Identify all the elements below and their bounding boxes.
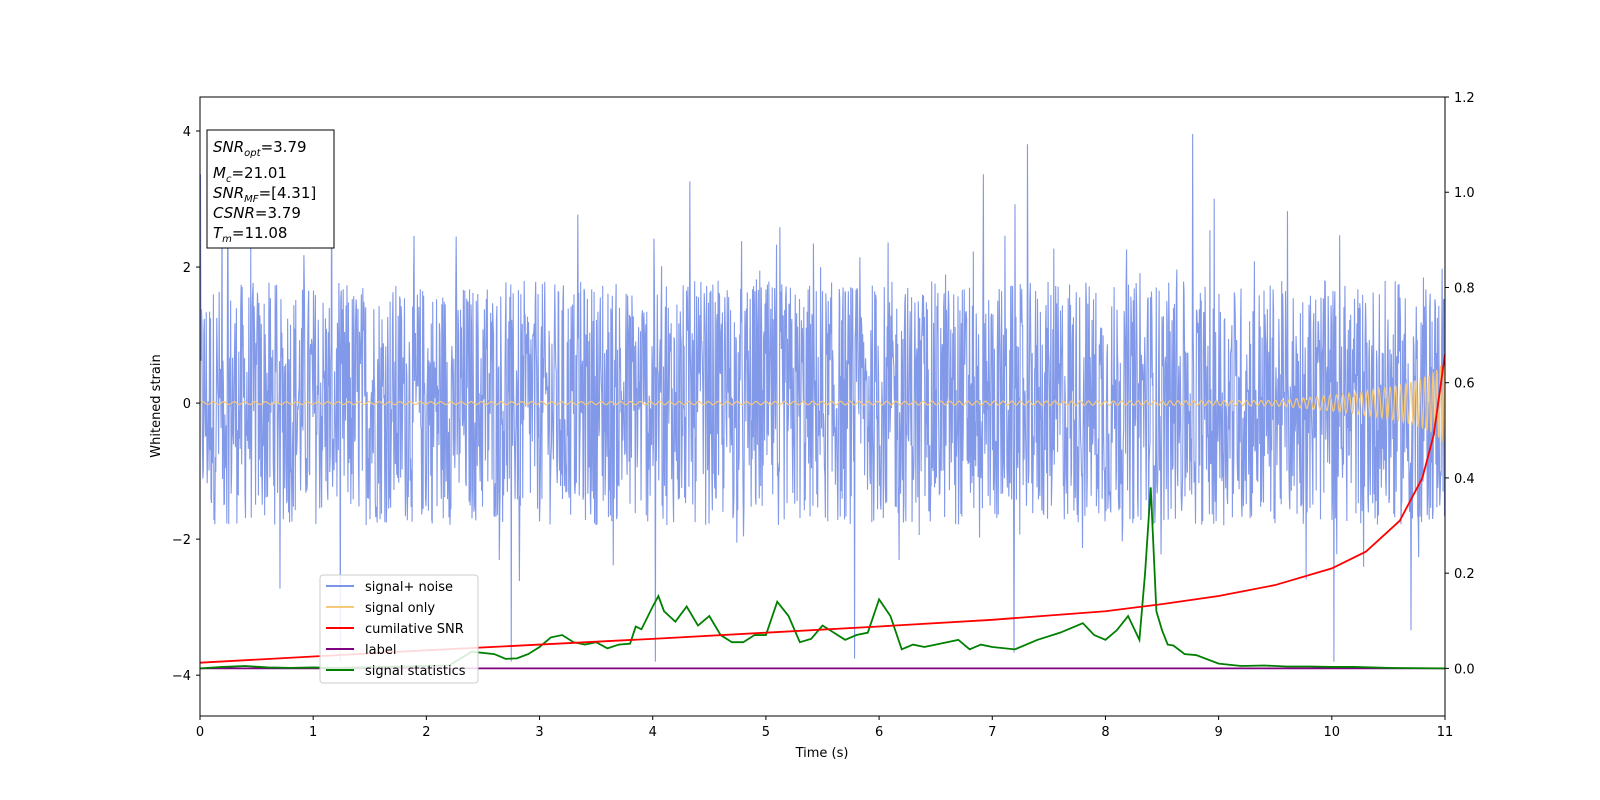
x-tick-label: 7 — [988, 725, 996, 740]
svg-text:signal+ noise: signal+ noise — [365, 580, 453, 595]
y2-tick-label: 0.0 — [1454, 662, 1475, 677]
x-tick-label: 8 — [1101, 725, 1109, 740]
y2-tick-label: 1.0 — [1454, 186, 1475, 201]
x-tick-label: 0 — [196, 725, 204, 740]
y2-tick-label: 0.4 — [1454, 472, 1475, 487]
x-tick-label: 1 — [309, 725, 317, 740]
mc-text: Mc=21.01 — [213, 164, 287, 185]
y2-tick-label: 0.2 — [1454, 567, 1475, 582]
y-tick-label: 2 — [183, 261, 191, 276]
x-tick-label: 9 — [1214, 725, 1222, 740]
signal-statistics-line — [200, 487, 1445, 670]
y-tick-label: −2 — [172, 533, 191, 548]
legend-item-label: label — [326, 643, 396, 658]
x-tick-label: 4 — [649, 725, 657, 740]
svg-text:signal only: signal only — [365, 601, 435, 616]
x-axis: 0 1 2 3 4 5 6 7 8 9 10 11 — [196, 716, 1453, 740]
x-tick-label: 11 — [1437, 725, 1454, 740]
signal-only-line — [200, 363, 1445, 443]
snr-mf-text: SNRMF=[4.31] — [213, 184, 316, 205]
csnr-text: CSNR=3.79 — [213, 204, 301, 222]
y2-tick-label: 1.2 — [1454, 91, 1475, 106]
legend-item-signal-statistics: signal statistics — [326, 664, 466, 679]
x-tick-label: 6 — [875, 725, 883, 740]
signal-noise-series — [200, 134, 1445, 662]
signal-noise-line — [200, 134, 1445, 662]
cumulative-snr-line — [200, 353, 1445, 664]
legend-item-cumulative-snr: cumilative SNR — [326, 622, 464, 637]
x-tick-label: 2 — [422, 725, 430, 740]
signal-only-series — [200, 363, 1445, 443]
svg-text:cumilative SNR: cumilative SNR — [365, 622, 464, 637]
y2-tick-label: 0.6 — [1454, 377, 1475, 392]
svg-text:label: label — [365, 643, 396, 658]
x-tick-label: 10 — [1324, 725, 1341, 740]
snr-opt-text: SNRopt=3.79 — [213, 138, 307, 159]
x-tick-label: 5 — [762, 725, 770, 740]
y-axis-left: 4 2 0 −2 −4 — [172, 125, 200, 684]
y-tick-label: −4 — [172, 669, 191, 684]
x-axis-label: Time (s) — [795, 746, 849, 761]
x-tick-label: 3 — [535, 725, 543, 740]
svg-text:signal statistics: signal statistics — [365, 664, 466, 679]
y-axis-right: 1.2 1.0 0.8 0.6 0.4 0.2 0.0 — [1445, 91, 1475, 677]
tm-text: Tm=11.08 — [213, 224, 287, 245]
legend-item-signal-only: signal only — [326, 601, 435, 616]
y-tick-label: 4 — [183, 125, 191, 140]
y2-tick-label: 0.8 — [1454, 281, 1475, 296]
legend: signal+ noise signal only cumilative SNR… — [319, 574, 479, 684]
y-tick-label: 0 — [183, 397, 191, 412]
plot-frame — [199, 96, 1446, 717]
legend-item-signal-noise: signal+ noise — [326, 580, 453, 595]
stats-annotation-box: SNRopt=3.79 Mc=21.01 SNRMF=[4.31] CSNR=3… — [206, 129, 335, 249]
y-axis-label: Whitened strain — [149, 354, 164, 457]
